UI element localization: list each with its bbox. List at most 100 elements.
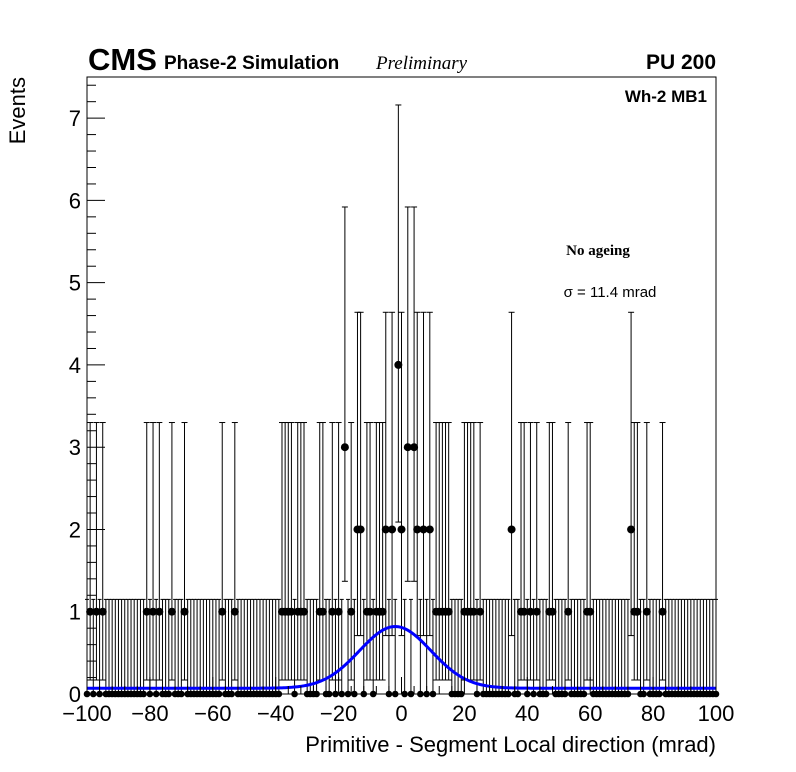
zero-bin-marker [401, 690, 408, 698]
data-point [366, 607, 375, 616]
data-point [388, 525, 397, 534]
zero-bin-marker [530, 690, 537, 698]
data-point [419, 525, 428, 534]
x-tick-label: −100 [62, 701, 112, 726]
zero-bin-marker [332, 690, 339, 698]
y-tick-label: 4 [69, 353, 81, 378]
zero-bin-marker [228, 690, 235, 698]
data-point [167, 607, 176, 616]
data-point [548, 607, 557, 616]
data-point [318, 607, 327, 616]
condition-annotation: No ageing [566, 243, 630, 259]
data-point [476, 607, 485, 616]
data-point [410, 443, 419, 452]
zero-bin-marker [165, 690, 173, 698]
zero-bin-marker [417, 690, 424, 698]
zero-bin-marker [178, 690, 185, 698]
data-point [328, 607, 337, 616]
zero-bin-marker [514, 690, 522, 698]
x-tick-label: −60 [194, 701, 231, 726]
zero-bin-marker [275, 690, 283, 698]
data-point [356, 525, 365, 534]
data-point [413, 525, 422, 534]
chamber-label: Wh-2 MB1 [625, 87, 707, 106]
zero-bin-marker [505, 690, 512, 698]
zero-bin-marker [369, 690, 377, 698]
y-tick-label: 0 [69, 682, 81, 707]
data-points [86, 360, 667, 616]
data-point [469, 607, 478, 616]
data-point [340, 443, 349, 452]
data-point [149, 607, 158, 616]
zero-bin-marker [656, 690, 663, 698]
gaussian-fit-curve [87, 625, 716, 690]
y-tick-label: 3 [69, 435, 81, 460]
data-point [425, 525, 434, 534]
data-point [378, 607, 387, 616]
status-label: Preliminary [375, 53, 468, 74]
x-tick-label: 40 [515, 701, 539, 726]
zero-bin-marker [140, 690, 147, 698]
data-point [633, 607, 642, 616]
data-point [300, 607, 309, 616]
zero-bin-marker [338, 690, 346, 698]
x-tick-label: 60 [578, 701, 602, 726]
data-point [642, 607, 651, 616]
data-point [658, 607, 667, 616]
data-point [155, 607, 164, 616]
zero-bin-markers [83, 690, 720, 698]
data-point [532, 607, 541, 616]
y-tick-label: 5 [69, 271, 81, 296]
experiment-label: CMS [88, 42, 157, 77]
data-point [218, 607, 227, 616]
data-point [403, 443, 412, 452]
data-point [180, 607, 189, 616]
zero-bin-marker [580, 690, 588, 698]
pileup-label: PU 200 [646, 51, 716, 74]
x-tick-label: 100 [698, 701, 735, 726]
data-point [507, 525, 516, 534]
data-point [586, 607, 595, 616]
y-tick-label: 2 [69, 517, 81, 542]
data-point [287, 607, 296, 616]
y-tick-label: 1 [69, 600, 81, 625]
data-point [520, 607, 529, 616]
zero-bin-marker [542, 690, 550, 698]
zero-bin-marker [351, 690, 358, 698]
zero-bin-marker [391, 690, 399, 698]
subtitle-label: Phase-2 Simulation [164, 53, 339, 74]
x-tick-label: −20 [320, 701, 357, 726]
x-tick-label: −80 [131, 701, 168, 726]
zero-bin-marker [640, 690, 647, 698]
data-point [627, 525, 636, 534]
data-point [444, 607, 453, 616]
zero-bin-marker [152, 690, 160, 698]
data-point [230, 607, 239, 616]
zero-bin-marker [325, 690, 333, 698]
zero-bin-marker [344, 690, 352, 698]
sigma-annotation: σ = 11.4 mrad [564, 284, 657, 301]
error-bars [87, 104, 666, 681]
data-point [347, 607, 356, 616]
zero-bin-marker [429, 690, 437, 698]
zero-bin-marker [457, 690, 465, 698]
x-axis-title: Primitive - Segment Local direction (mra… [305, 732, 716, 757]
y-tick-label: 6 [69, 188, 81, 213]
data-point [564, 607, 573, 616]
y-axis-title: Events [5, 77, 30, 144]
x-tick-label: 20 [452, 701, 476, 726]
data-point [334, 607, 343, 616]
data-point [397, 525, 406, 534]
x-tick-label: −40 [257, 701, 294, 726]
y-tick-label: 7 [69, 106, 81, 131]
axes: −100 −80 −60 −40 −20 0 20 40 60 80 100 0 1 2 3 4 5 6 7 [62, 84, 735, 726]
x-tick-label: 0 [395, 701, 407, 726]
zero-bin-marker [291, 690, 298, 698]
zero-bin-marker [313, 690, 320, 698]
data-point [142, 607, 151, 616]
data-point [394, 360, 403, 369]
data-point [381, 525, 390, 534]
zero-bin-marker [215, 690, 223, 698]
x-tick-label: 80 [641, 701, 665, 726]
